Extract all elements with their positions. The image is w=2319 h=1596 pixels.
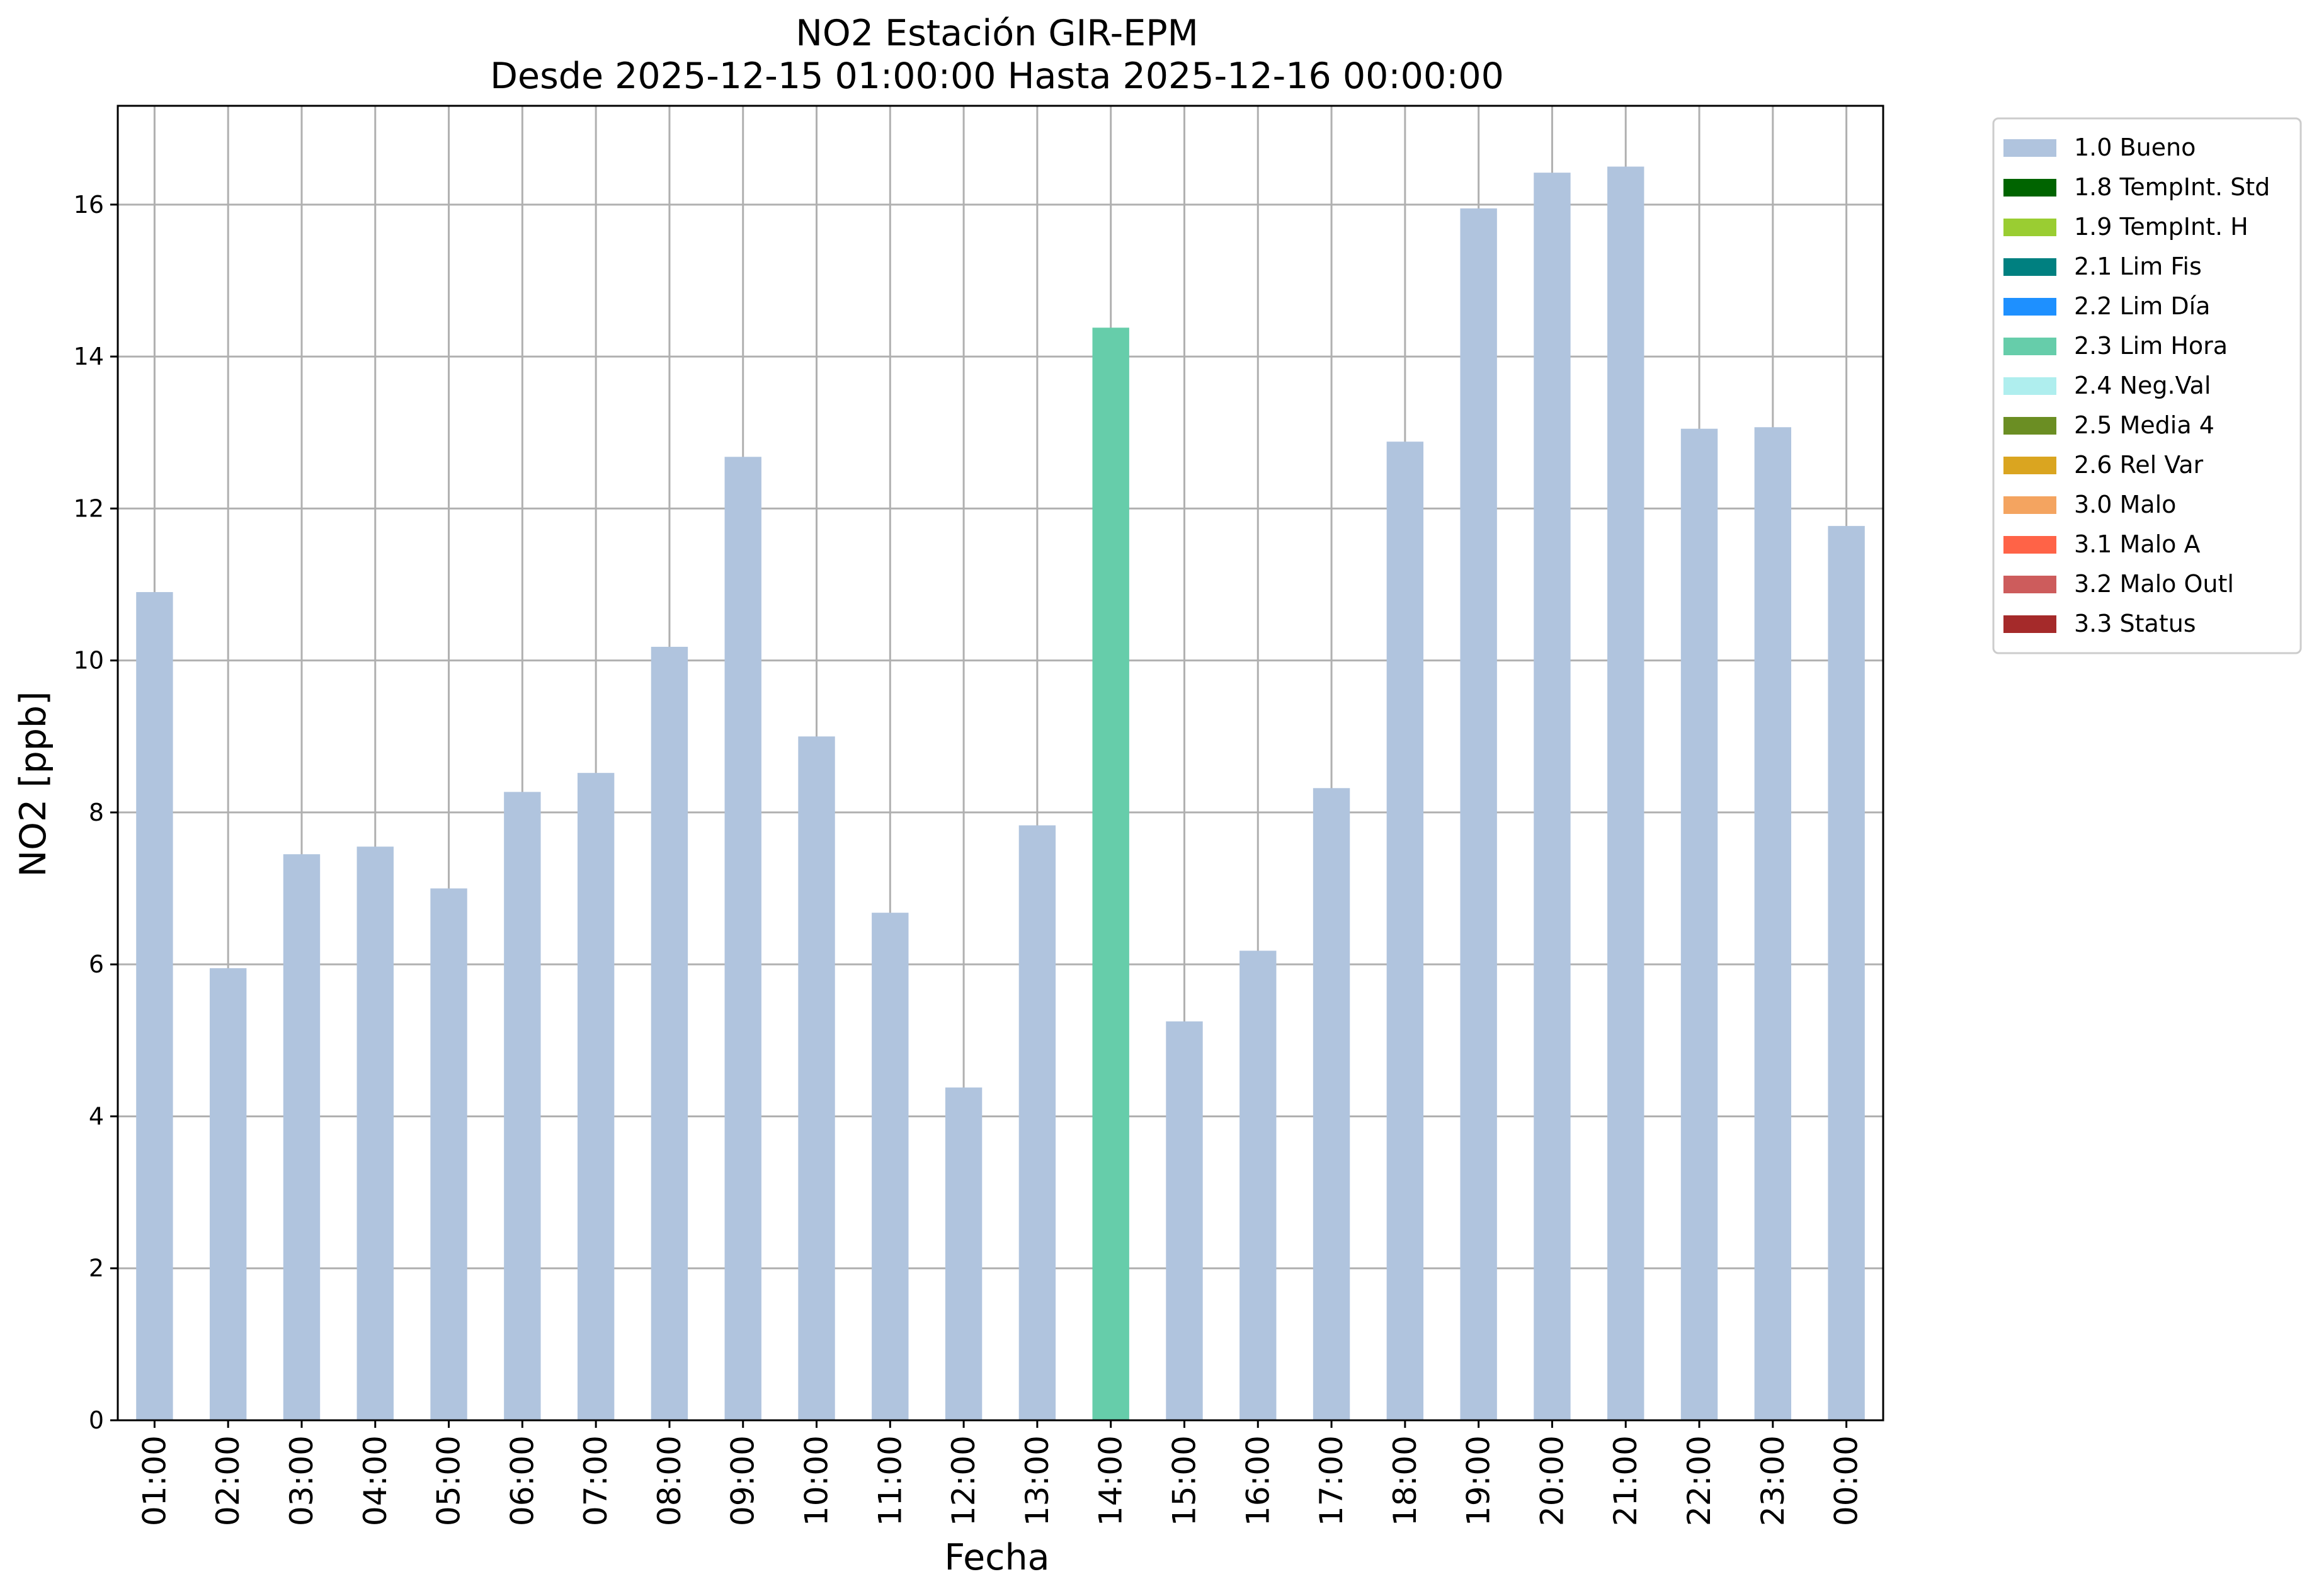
- bar-1700: [1313, 788, 1350, 1420]
- legend-frame: [1992, 117, 2302, 654]
- x-tick-label: 03:00: [283, 1435, 320, 1526]
- legend-label: 3.1 Malo A: [2074, 530, 2200, 558]
- legend-swatch: [2003, 179, 2056, 197]
- y-tick-label: 16: [74, 191, 104, 219]
- bar-1000: [798, 736, 835, 1420]
- bar-0500: [430, 888, 467, 1420]
- x-tick-label: 05:00: [431, 1435, 467, 1526]
- y-tick-label: 4: [89, 1102, 104, 1130]
- bar-2000: [1534, 173, 1571, 1420]
- y-tick-label: 10: [74, 647, 104, 675]
- x-tick-label: 16:00: [1239, 1435, 1276, 1526]
- x-tick-label: 09:00: [725, 1435, 761, 1526]
- x-tick-label: 18:00: [1387, 1435, 1423, 1526]
- x-tick-label: 14:00: [1093, 1435, 1129, 1526]
- bar-1400: [1092, 328, 1129, 1421]
- legend-swatch: [2003, 496, 2056, 514]
- legend-swatch: [2003, 576, 2056, 593]
- chart-subtitle: Desde 2025-12-15 01:00:00 Hasta 2025-12-…: [490, 55, 1504, 97]
- x-tick-label: 20:00: [1534, 1435, 1570, 1526]
- legend-swatch: [2003, 139, 2056, 157]
- legend-label: 3.3 Status: [2074, 610, 2196, 637]
- legend-label: 1.0 Bueno: [2074, 134, 2196, 161]
- x-tick-label: 15:00: [1166, 1435, 1202, 1526]
- y-axis-ticks: 0 2 4 6 8 10 12 14 16: [74, 191, 118, 1434]
- y-tick-label: 12: [74, 494, 104, 522]
- legend-swatch: [2003, 377, 2056, 395]
- x-tick-label: 06:00: [504, 1435, 540, 1526]
- bars: [136, 166, 1865, 1421]
- bar-2100: [1607, 166, 1644, 1420]
- legend-label: 1.8 TempInt. Std: [2074, 173, 2270, 201]
- x-axis-label: Fecha: [944, 1537, 1049, 1578]
- x-tick-label: 04:00: [357, 1435, 394, 1526]
- bar-0300: [283, 854, 321, 1420]
- x-tick-label: 19:00: [1461, 1435, 1497, 1526]
- bar-2300: [1754, 427, 1792, 1421]
- legend-swatch: [2003, 417, 2056, 435]
- x-tick-label: 08:00: [651, 1435, 688, 1526]
- y-axis-label: NO2 [ppb]: [13, 692, 54, 877]
- x-tick-label: 12:00: [945, 1435, 982, 1526]
- bar-1300: [1018, 825, 1056, 1420]
- legend-label: 2.2 Lim Día: [2074, 292, 2210, 320]
- legend-swatch: [2003, 615, 2056, 633]
- x-tick-label: 07:00: [578, 1435, 614, 1526]
- legend-label: 2.4 Neg.Val: [2074, 372, 2211, 399]
- x-tick-label: 13:00: [1019, 1435, 1056, 1526]
- y-tick-label: 8: [89, 799, 104, 826]
- bar-0400: [356, 846, 394, 1420]
- legend-label: 3.2 Malo Outl: [2074, 570, 2234, 598]
- legend-label: 2.5 Media 4: [2074, 411, 2214, 439]
- y-tick-label: 6: [89, 950, 104, 978]
- chart-title: NO2 Estación GIR-EPM: [795, 13, 1199, 54]
- legend-swatch: [2003, 536, 2056, 554]
- x-tick-label: 00:00: [1828, 1435, 1865, 1526]
- bar-1600: [1239, 950, 1277, 1420]
- x-tick-label: 11:00: [872, 1435, 908, 1526]
- y-tick-label: 14: [74, 343, 104, 370]
- x-tick-label: 02:00: [210, 1435, 246, 1526]
- legend-swatch: [2003, 338, 2056, 355]
- legend-swatch: [2003, 298, 2056, 316]
- bar-0700: [577, 773, 615, 1420]
- x-axis-ticks: 01:00 02:00 03:00 04:00 05:00 06:00 07:00 08:00…: [136, 1420, 1865, 1526]
- x-tick-label: 10:00: [799, 1435, 835, 1526]
- legend-label: 3.0 Malo: [2074, 491, 2176, 518]
- bar-2200: [1680, 428, 1718, 1420]
- bar-0000: [1828, 526, 1865, 1420]
- x-tick-label: 01:00: [136, 1435, 173, 1526]
- bar-1100: [872, 913, 909, 1420]
- x-tick-label: 17:00: [1313, 1435, 1350, 1526]
- bar-1500: [1166, 1021, 1203, 1420]
- bar-1200: [945, 1087, 983, 1420]
- legend-label: 1.9 TempInt. H: [2074, 213, 2248, 241]
- x-tick-label: 21:00: [1607, 1435, 1644, 1526]
- bar-0800: [651, 646, 688, 1420]
- legend-swatch: [2003, 258, 2056, 276]
- legend-swatch: [2003, 219, 2056, 236]
- y-tick-label: 0: [89, 1406, 104, 1434]
- bar-0200: [209, 968, 247, 1420]
- bar-1900: [1460, 208, 1497, 1420]
- bar-1800: [1386, 442, 1424, 1420]
- plot-frame: [117, 105, 1884, 1422]
- y-tick-label: 2: [89, 1255, 104, 1282]
- legend-label: 2.3 Lim Hora: [2074, 332, 2228, 360]
- legend-label: 2.6 Rel Var: [2074, 451, 2204, 479]
- legend-label: 2.1 Lim Fis: [2074, 253, 2202, 280]
- bar-0100: [136, 592, 173, 1420]
- x-tick-label: 22:00: [1681, 1435, 1718, 1526]
- legend-swatch: [2003, 457, 2056, 474]
- bar-0900: [724, 457, 761, 1420]
- legend: 1.0 Bueno 1.8 TempInt. Std 1.9 TempInt. H 2…: [1992, 117, 2302, 654]
- bar-0600: [504, 792, 541, 1420]
- x-tick-label: 23:00: [1755, 1435, 1791, 1526]
